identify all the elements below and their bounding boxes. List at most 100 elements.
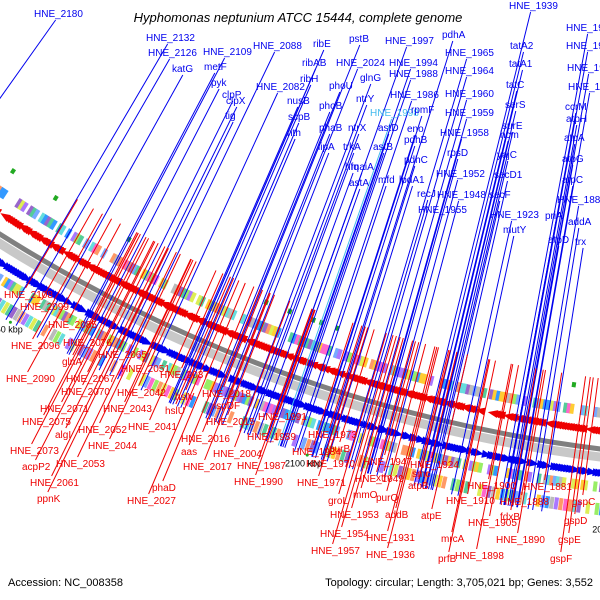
gene-label-hne_2071: HNE_2071 xyxy=(40,404,89,415)
feature-box xyxy=(299,437,308,450)
label-connector xyxy=(243,104,368,434)
feature-box xyxy=(596,407,600,418)
feature-box xyxy=(80,345,90,359)
label-connector xyxy=(142,258,192,363)
label-connector xyxy=(208,44,361,420)
feature-box xyxy=(378,460,386,474)
gene-label-aas: aas xyxy=(181,447,197,458)
label-connector xyxy=(258,308,313,460)
feature-box xyxy=(273,428,282,441)
feature-box xyxy=(441,378,448,390)
gene-label-lpda1: lpdA1 xyxy=(399,175,425,186)
feature-box xyxy=(220,385,229,397)
gene-label-hne_1984: HNE_1984 xyxy=(292,447,341,458)
feature-box xyxy=(9,168,17,175)
feature-box xyxy=(548,496,555,510)
gene-label-hne_1908: HNE_1908 xyxy=(566,23,600,34)
gene-label-hne_2051: HNE_2051 xyxy=(121,364,170,375)
gene-arrow xyxy=(177,310,189,319)
gene-label-hne_2067: HNE_2067 xyxy=(66,374,115,385)
feature-box xyxy=(195,294,203,306)
feature-box xyxy=(440,476,448,489)
gene-label-fdxb: fdxB xyxy=(500,512,520,523)
label-connector xyxy=(322,165,416,461)
feature-box xyxy=(226,410,235,424)
feature-box xyxy=(304,438,312,452)
feature-box xyxy=(194,375,202,386)
feature-box xyxy=(293,334,301,346)
feature-box xyxy=(287,332,295,343)
gene-label-phou: phoU xyxy=(329,81,353,92)
feature-box xyxy=(28,207,38,218)
gene-label-hne_2015: HNE_2015 xyxy=(206,417,255,428)
label-connector xyxy=(386,343,427,492)
label-connector xyxy=(172,84,312,405)
gene-label-trka: trkA xyxy=(343,142,361,153)
feature-box xyxy=(6,279,15,291)
gene-arrow xyxy=(141,336,153,345)
feature-box xyxy=(244,394,252,406)
label-connector xyxy=(512,245,560,507)
gene-label-hne_2132: HNE_2132 xyxy=(146,33,195,44)
gene-label-hne_1948: HNE_1948 xyxy=(437,190,486,201)
accession-text: Accession: NC_008358 xyxy=(8,577,123,589)
feature-box xyxy=(262,401,270,413)
feature-box xyxy=(191,373,200,385)
gene-label-hne_1970: HNE_1970 xyxy=(306,459,355,470)
gene-label-ribe: ribE xyxy=(313,39,331,50)
gene-label-secf: secF xyxy=(489,190,511,201)
label-connector xyxy=(223,289,263,388)
label-connector xyxy=(418,350,451,480)
label-connector xyxy=(168,106,299,403)
label-connector xyxy=(148,280,240,495)
label-connector xyxy=(82,241,156,386)
gene-label-hne_1952: HNE_1952 xyxy=(436,169,485,180)
feature-box xyxy=(189,291,197,303)
gene-label-astd: astD xyxy=(378,123,399,134)
label-connector xyxy=(68,57,226,355)
feature-box xyxy=(0,273,4,285)
label-connector xyxy=(311,134,416,457)
gene-label-hne_2088: HNE_2088 xyxy=(253,41,302,52)
feature-box xyxy=(4,303,15,317)
feature-box xyxy=(58,309,67,321)
feature-box xyxy=(446,455,453,467)
feature-box xyxy=(404,369,412,380)
label-connector xyxy=(527,205,580,510)
feature-box xyxy=(58,224,67,236)
feature-box xyxy=(48,328,58,342)
label-connector xyxy=(87,240,155,373)
gene-label-hne_2027: HNE_2027 xyxy=(127,496,176,507)
feature-box xyxy=(148,354,157,366)
feature-box xyxy=(170,283,179,295)
feature-box xyxy=(345,429,353,441)
feature-box xyxy=(87,241,97,253)
gene-arrow xyxy=(357,377,368,386)
feature-box xyxy=(165,362,174,374)
feature-box xyxy=(400,444,407,456)
label-connector xyxy=(51,246,166,477)
gene-label-hne_1888: HNE_1888 xyxy=(500,497,549,508)
label-connector xyxy=(339,329,375,443)
feature-box xyxy=(468,384,475,396)
label-connector xyxy=(431,351,458,459)
gene-label-sure: surE xyxy=(502,121,523,132)
label-connector xyxy=(311,115,423,457)
feature-box xyxy=(553,497,560,510)
feature-box xyxy=(477,462,484,473)
label-connector xyxy=(384,341,416,456)
label-connector xyxy=(387,347,439,549)
feature-box xyxy=(312,441,321,455)
feature-box xyxy=(396,465,404,479)
feature-box xyxy=(94,328,103,340)
label-connector xyxy=(280,133,390,447)
gene-label-hne_2075: HNE_2075 xyxy=(22,417,71,428)
feature-box xyxy=(238,392,246,404)
feature-box xyxy=(454,479,461,492)
feature-box xyxy=(282,408,290,420)
label-connector xyxy=(448,359,491,553)
feature-box xyxy=(182,370,191,381)
feature-box xyxy=(40,324,50,337)
genome-backbone xyxy=(0,231,600,452)
feature-box xyxy=(258,400,267,412)
